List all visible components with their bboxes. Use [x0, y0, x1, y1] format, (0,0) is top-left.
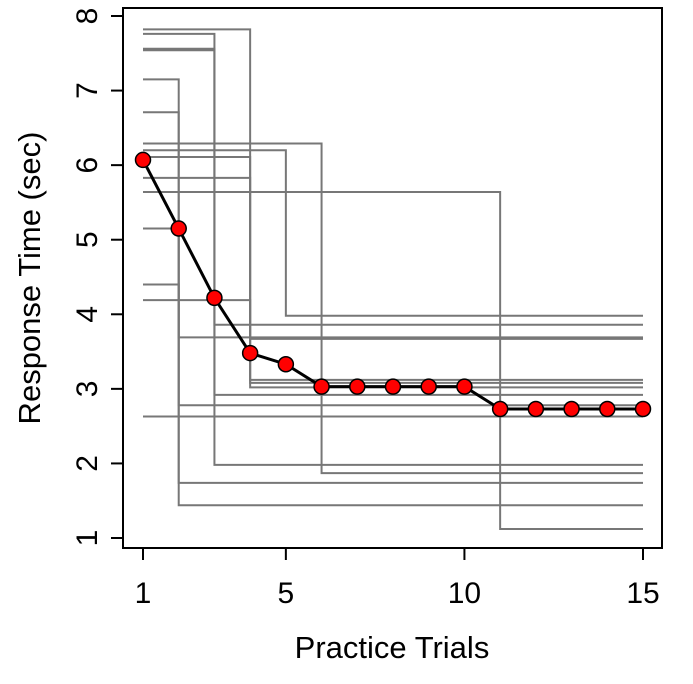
- individual-step-line: [143, 190, 643, 531]
- mean-point: [491, 400, 509, 418]
- individual-step-line: [143, 155, 643, 381]
- y-tick-label: 8: [71, 8, 104, 25]
- individual-step-line: [143, 47, 643, 396]
- mean-point: [384, 378, 402, 395]
- mean-point: [170, 220, 187, 237]
- y-axis-label: Response Time (sec): [12, 132, 47, 425]
- y-tick-label: 6: [71, 157, 104, 174]
- x-tick-label: 15: [626, 577, 659, 610]
- individual-step-line: [143, 299, 643, 389]
- y-tick-label: 3: [71, 381, 104, 398]
- mean-point: [563, 400, 580, 418]
- individual-step-line: [143, 227, 643, 484]
- mean-point: [313, 378, 330, 395]
- mean-point: [241, 344, 259, 362]
- mean-line: [141, 159, 643, 411]
- mean-series: [134, 151, 652, 418]
- mean-point: [134, 151, 152, 169]
- mean-point: [634, 400, 652, 418]
- individual-step-line: [143, 149, 643, 317]
- individual-step-line: [143, 283, 643, 507]
- x-axis-label: Practice Trials: [295, 630, 490, 665]
- mean-point: [277, 355, 295, 373]
- y-tick-label: 2: [71, 455, 104, 472]
- mean-point: [206, 289, 223, 307]
- mean-point: [349, 378, 366, 395]
- y-tick-label: 5: [71, 231, 104, 248]
- mean-point: [599, 400, 616, 418]
- mean-point: [456, 378, 473, 395]
- y-tick-label: 1: [71, 530, 104, 547]
- x-tick-label: 5: [278, 577, 295, 610]
- individual-step-line: [143, 176, 643, 384]
- mean-point: [420, 378, 437, 395]
- y-tick-label: 4: [71, 306, 104, 323]
- mean-point: [527, 400, 545, 418]
- individual-step-lines: [143, 28, 643, 531]
- individual-step-line: [143, 142, 643, 475]
- x-tick-label: 10: [448, 577, 481, 610]
- individual-step-line: [143, 32, 643, 326]
- y-tick-label: 7: [71, 82, 104, 99]
- x-tick-label: 1: [135, 577, 152, 610]
- individual-step-line: [143, 49, 643, 466]
